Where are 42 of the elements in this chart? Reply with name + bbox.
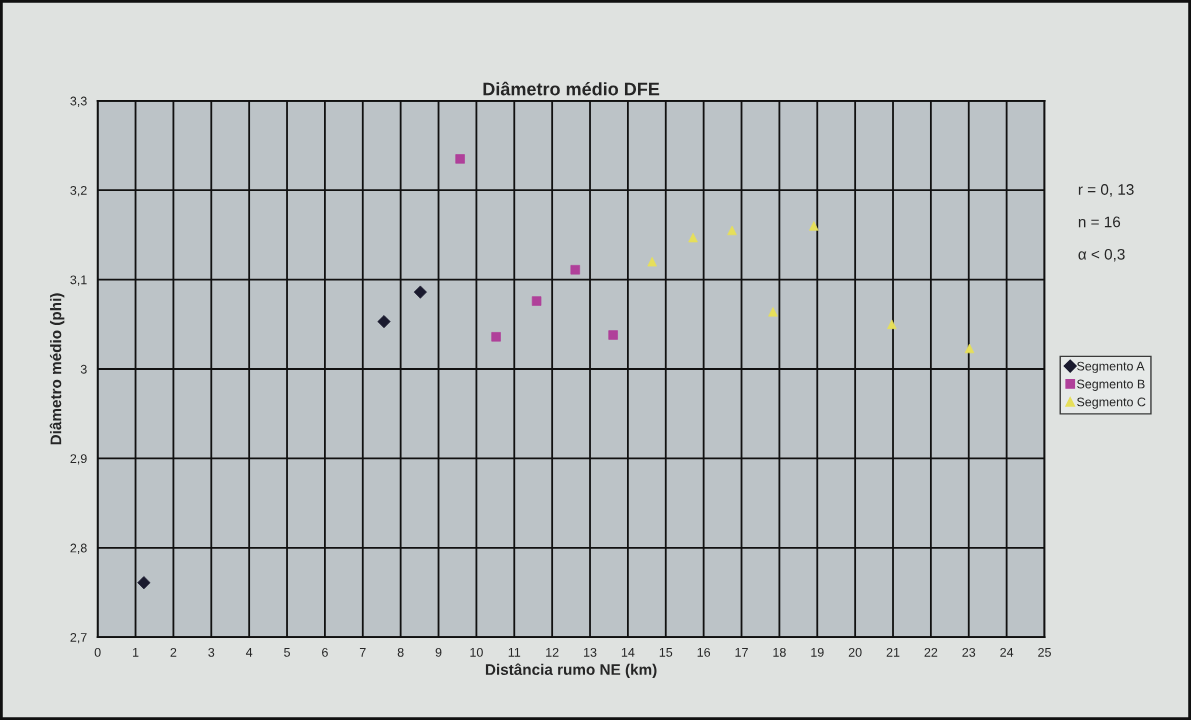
x-tick-label: 16	[697, 647, 711, 657]
x-tick-label: 0	[94, 647, 101, 657]
chart-title: Diâmetro médio DFE	[483, 81, 660, 96]
x-tick-label: 14	[621, 648, 635, 657]
y-axis-title: Diâmetro médio (phi)	[49, 293, 65, 445]
x-tick-label: 8	[397, 647, 404, 657]
legend-label: Segmento A	[1077, 361, 1145, 374]
y-tick-label: 3,3	[70, 96, 87, 107]
x-tick-label: 1	[133, 648, 139, 657]
y-tick-label: 3,2	[70, 186, 87, 197]
x-tick-label: 12	[546, 647, 559, 657]
x-tick-label: 18	[773, 647, 786, 657]
x-tick-label: 4	[245, 648, 253, 657]
x-tick-label: 21	[886, 647, 900, 657]
x-tick-label: 17	[735, 648, 748, 657]
x-tick-label: 2	[170, 647, 177, 657]
x-tick-label: 7	[359, 648, 366, 657]
y-tick-label: 2,9	[70, 454, 87, 465]
x-tick-label: 9	[435, 647, 442, 657]
x-tick-label: 15	[659, 648, 673, 657]
text: r = 0, 13	[1078, 184, 1134, 197]
x-tick-label: 11	[508, 648, 521, 657]
y-tick-label: 2,8	[70, 543, 87, 554]
x-tick-label: 3	[208, 647, 215, 657]
text: α < 0,3	[1078, 248, 1125, 262]
x-tick-label: 22	[924, 647, 938, 657]
x-tick-label: 25	[1038, 647, 1051, 657]
x-tick-label: 19	[811, 647, 824, 657]
text: n = 16	[1078, 216, 1121, 228]
x-axis-title: Distância rumo NE (km)	[485, 663, 657, 679]
legend-label: Segmento C	[1077, 397, 1146, 409]
x-tick-label: 5	[284, 648, 290, 657]
x-tick-label: 13	[584, 647, 597, 657]
y-tick-label: 3,1	[70, 275, 87, 286]
y-tick-label: 3	[80, 364, 87, 374]
legend-label: Segmento B	[1077, 379, 1145, 391]
x-tick-label: 20	[848, 647, 862, 657]
x-tick-label: 23	[962, 647, 976, 657]
x-tick-label: 24	[1000, 647, 1014, 657]
x-tick-label: 10	[470, 647, 483, 657]
x-tick-label: 6	[322, 647, 328, 657]
y-tick-label: 2,7	[70, 633, 87, 644]
